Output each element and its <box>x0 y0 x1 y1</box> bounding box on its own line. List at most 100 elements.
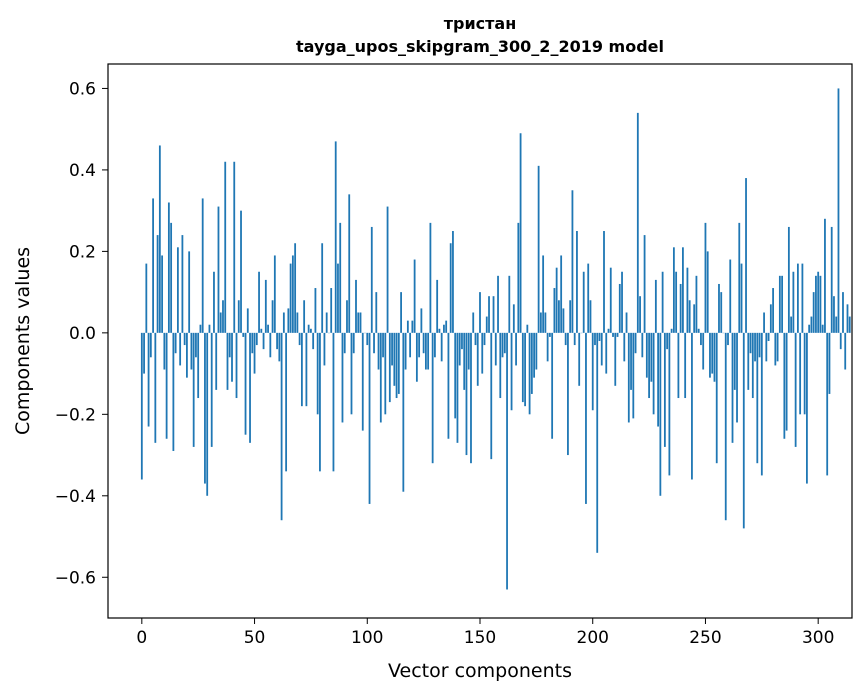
bar-46 <box>244 332 247 435</box>
bar-178 <box>542 255 545 333</box>
bar-305 <box>828 332 831 394</box>
bar-149 <box>476 332 479 386</box>
bar-52 <box>258 271 260 333</box>
bar-265 <box>738 222 741 333</box>
bar-248 <box>700 332 702 346</box>
bar-20 <box>186 332 188 378</box>
bar-82 <box>325 312 328 333</box>
bar-289 <box>792 271 795 333</box>
bar-105 <box>377 332 380 370</box>
bar-215 <box>625 312 628 333</box>
bar-263 <box>733 332 736 390</box>
bar-278 <box>767 332 770 341</box>
bar-146 <box>470 332 472 464</box>
bar-253 <box>711 332 714 374</box>
bar-281 <box>774 332 777 366</box>
bar-107 <box>382 332 384 358</box>
bar-225 <box>648 332 650 399</box>
bar-148 <box>474 332 477 346</box>
bar-243 <box>688 300 691 333</box>
bar-30 <box>208 324 211 333</box>
bar-297 <box>810 316 813 333</box>
bar-312 <box>844 332 847 370</box>
bar-130 <box>434 332 436 358</box>
bar-181 <box>548 332 551 337</box>
bar-93 <box>350 332 353 415</box>
bar-226 <box>650 332 653 382</box>
bar-42 <box>235 332 238 399</box>
bar-22 <box>190 332 193 370</box>
bar-143 <box>463 332 466 390</box>
bar-102 <box>370 226 373 333</box>
bar-286 <box>785 332 788 431</box>
bar-8 <box>158 145 161 333</box>
bar-171 <box>526 324 529 333</box>
bar-256 <box>718 283 720 333</box>
bar-201 <box>594 332 596 346</box>
bar-55 <box>264 279 267 333</box>
bar-168 <box>519 133 522 333</box>
bar-73 <box>305 332 308 407</box>
bar-210 <box>614 332 617 386</box>
bar-112 <box>393 332 396 386</box>
bar-221 <box>639 296 641 333</box>
bar-268 <box>745 178 747 333</box>
bar-223 <box>643 235 646 333</box>
bar-79 <box>319 332 321 472</box>
bar-100 <box>366 332 369 346</box>
bar-127 <box>427 332 430 370</box>
bar-308 <box>835 316 838 333</box>
bar-165 <box>512 304 515 333</box>
bar-284 <box>781 275 784 333</box>
bar-209 <box>612 332 614 337</box>
bar-164 <box>510 332 513 411</box>
bar-84 <box>330 288 333 333</box>
bar-158 <box>497 275 499 333</box>
bar-192 <box>573 332 576 346</box>
bar-202 <box>596 332 599 553</box>
bar-97 <box>359 312 362 333</box>
bar-212 <box>618 283 621 333</box>
bar-313 <box>846 304 849 333</box>
bar-3 <box>147 332 150 427</box>
bar-291 <box>796 263 799 333</box>
bar-306 <box>830 226 833 333</box>
bar-296 <box>808 324 811 333</box>
bar-151 <box>481 332 484 374</box>
bar-135 <box>445 320 448 333</box>
bar-270 <box>749 332 752 354</box>
bar-9 <box>161 255 164 333</box>
bar-242 <box>686 267 689 333</box>
bar-193 <box>576 231 578 333</box>
bar-188 <box>564 332 567 346</box>
bar-160 <box>501 332 504 358</box>
bar-236 <box>672 247 675 333</box>
bar-217 <box>630 332 632 390</box>
bar-154 <box>488 296 490 333</box>
bar-49 <box>251 332 254 354</box>
bar-53 <box>260 328 263 333</box>
bar-238 <box>677 332 680 399</box>
bar-311 <box>842 292 844 333</box>
bar-32 <box>213 271 215 333</box>
bar-307 <box>833 296 835 333</box>
bar-156 <box>492 296 495 333</box>
bar-118 <box>406 320 409 333</box>
bar-14 <box>172 332 175 451</box>
bar-245 <box>693 304 696 333</box>
bar-261 <box>729 259 732 333</box>
bar-137 <box>449 243 452 333</box>
bar-264 <box>736 332 738 423</box>
bar-251 <box>706 251 709 333</box>
bar-254 <box>713 332 716 382</box>
bar-122 <box>415 332 418 382</box>
bar-113 <box>395 332 398 399</box>
bar-138 <box>452 231 454 333</box>
bar-23 <box>192 332 195 447</box>
bar-205 <box>603 231 605 333</box>
bar-269 <box>747 332 750 390</box>
bar-125 <box>422 332 425 354</box>
bar-293 <box>801 263 804 333</box>
bar-274 <box>758 332 761 358</box>
bar-101 <box>368 332 371 504</box>
